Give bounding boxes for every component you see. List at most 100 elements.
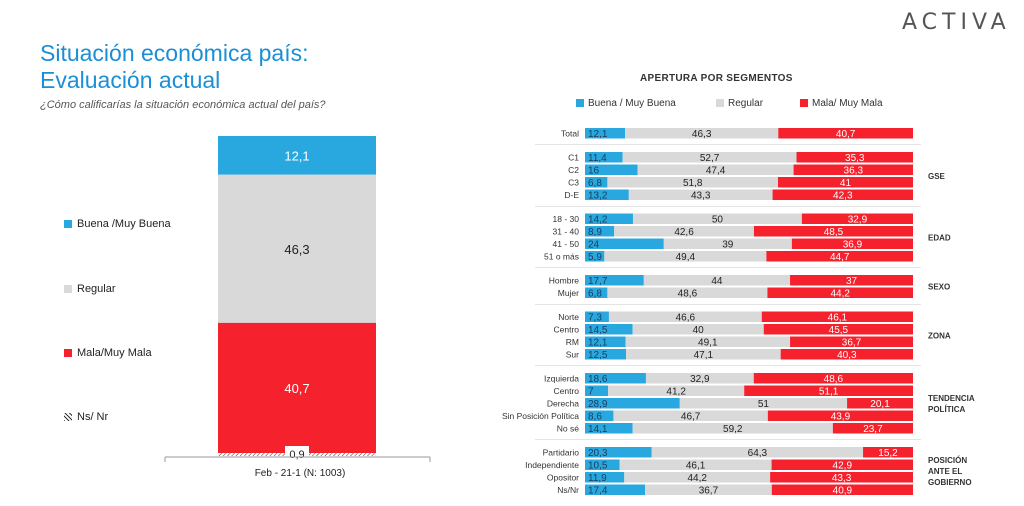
- main-bar-regular: [218, 174, 376, 323]
- legend-item-nsnr: Ns/ Nr: [64, 411, 108, 423]
- label-good-zona-sur: 12,5: [588, 350, 608, 361]
- label-good-edad-51-o-mas: 5,9: [588, 252, 602, 263]
- bar-bad-edad-31-40: [753, 226, 913, 237]
- legend-label-good: Buena /Muy Buena: [77, 218, 171, 230]
- label-regular-edad-18-30: 50: [712, 215, 724, 226]
- label-good-gse-d-e: 13,2: [588, 191, 608, 202]
- label-regular-posicion-ante-el-gobierno-partidario: 64,3: [748, 448, 768, 459]
- bar-regular-edad-51-o-mas: [604, 251, 767, 262]
- row-label-zona-norte: Norte: [558, 312, 579, 322]
- legend-label-nsnr: Ns/ Nr: [77, 411, 109, 423]
- bar-good-zona-norte: [585, 311, 609, 322]
- bar-good-tendencia-politica-derecha: [585, 398, 680, 409]
- label-bad-tendencia-politica-derecha: 20,1: [870, 399, 890, 410]
- legend-swatch-regular: [64, 285, 72, 294]
- row-label-tendencia-politica-sin-posicion-politica: Sin Posición Política: [502, 411, 579, 421]
- bar-bad-posicion-ante-el-gobierno-partidario: [863, 447, 913, 458]
- bar-regular-zona-centro: [632, 324, 764, 335]
- row-label-posicion-ante-el-gobierno-ns-nr: Ns/Nr: [557, 485, 579, 495]
- label-good-sexo-mujer: 6,8: [588, 289, 602, 300]
- label-bad-zona-sur: 40,3: [837, 350, 857, 361]
- bar-regular-zona-rm: [625, 336, 791, 347]
- bar-regular-tendencia-politica-izquierda: [645, 373, 754, 384]
- row-label-edad-41-50: 41 - 50: [553, 239, 580, 249]
- bar-good-sexo-hombre: [585, 275, 644, 286]
- label-regular-zona-norte: 46,6: [676, 313, 696, 324]
- bar-good-tendencia-politica-sin-posicion-politica: [585, 410, 614, 421]
- label-good-sexo-hombre: 17,7: [588, 276, 608, 287]
- page-subtitle: ¿Cómo calificarías la situación económic…: [40, 99, 326, 111]
- brand-logo: ACTIVA: [902, 10, 1011, 35]
- label-bad-edad-31-40: 48,5: [824, 227, 844, 238]
- bar-bad-total-total: [778, 128, 913, 139]
- bar-regular-edad-31-40: [614, 226, 754, 237]
- bar-regular-gse-d-e: [628, 189, 773, 200]
- label-regular-zona-centro: 40: [693, 325, 705, 336]
- label-regular-total-total: 46,3: [692, 129, 712, 140]
- row-label-sexo-hombre: Hombre: [549, 276, 580, 286]
- label-bad-zona-rm: 36,7: [842, 338, 862, 349]
- label-regular-zona-rm: 49,1: [698, 338, 718, 349]
- bar-regular-edad-18-30: [632, 213, 802, 224]
- label-bad-posicion-ante-el-gobierno-ns-nr: 40,9: [833, 486, 853, 497]
- seg-legend-good: Buena / Muy Buena: [576, 98, 676, 109]
- bar-good-edad-41-50: [585, 238, 664, 249]
- bar-bad-tendencia-politica-no-se: [832, 423, 913, 434]
- label-good-zona-norte: 7,3: [588, 313, 602, 324]
- label-good-posicion-ante-el-gobierno-opositor: 11,9: [588, 473, 607, 484]
- label-good-tendencia-politica-centro: 7: [588, 387, 594, 398]
- label-bad-tendencia-politica-no-se: 23,7: [863, 424, 883, 435]
- label-good-posicion-ante-el-gobierno-independiente: 10,5: [588, 461, 608, 472]
- bar-good-sexo-mujer: [585, 287, 608, 298]
- label-regular-posicion-ante-el-gobierno-ns-nr: 36,7: [699, 486, 719, 497]
- label-regular-zona-sur: 47,1: [694, 350, 714, 361]
- row-label-zona-sur: Sur: [566, 350, 579, 360]
- row-label-zona-rm: RM: [566, 337, 579, 347]
- bar-good-gse-c1: [585, 152, 623, 163]
- page-title: Situación económica país: Evaluación act…: [40, 40, 309, 94]
- label-bad-sexo-hombre: 37: [846, 276, 858, 287]
- label-bad-gse-c2: 36,3: [844, 166, 864, 177]
- label-bad-zona-norte: 46,1: [828, 313, 848, 324]
- group-label-posicion-ante-el-gobierno-2: GOBIERNO: [928, 478, 972, 487]
- label-bad-gse-d-e: 42,3: [833, 191, 853, 202]
- label-good-gse-c3: 6,8: [588, 178, 602, 189]
- bar-regular-gse-c1: [622, 152, 797, 163]
- bar-bad-posicion-ante-el-gobierno-opositor: [770, 472, 913, 483]
- legend-label-bad: Mala/Muy Mala: [77, 347, 152, 359]
- bar-good-total-total: [585, 128, 626, 139]
- bar-good-edad-51-o-mas: [585, 251, 605, 262]
- group-label-tendencia-politica-1: POLÍTICA: [928, 405, 966, 414]
- bar-good-tendencia-politica-izquierda: [585, 373, 646, 384]
- bar-regular-zona-sur: [626, 349, 781, 360]
- bar-good-tendencia-politica-no-se: [585, 423, 633, 434]
- bar-good-posicion-ante-el-gobierno-opositor: [585, 472, 625, 483]
- label-bad-total-total: 40,7: [836, 129, 856, 140]
- legend-item-regular: Regular: [64, 283, 116, 295]
- label-regular-tendencia-politica-sin-posicion-politica: 46,7: [681, 412, 701, 423]
- label-bad-gse-c3: 41: [840, 178, 852, 189]
- label-bad-tendencia-politica-izquierda: 48,6: [824, 374, 844, 385]
- row-label-tendencia-politica-centro: Centro: [553, 386, 579, 396]
- label-regular-sexo-hombre: 44: [711, 276, 723, 287]
- row-label-gse-c2: C2: [568, 165, 579, 175]
- bar-bad-gse-c2: [793, 164, 913, 175]
- bar-bad-zona-centro: [763, 324, 913, 335]
- label-bad-sexo-mujer: 44,2: [830, 289, 850, 300]
- label-regular-gse-c3: 51,8: [683, 178, 703, 189]
- label-good-tendencia-politica-sin-posicion-politica: 8,6: [588, 412, 602, 423]
- label-good-tendencia-politica-derecha: 28,9: [588, 399, 608, 410]
- label-good-tendencia-politica-no-se: 14,1: [588, 424, 608, 435]
- legend-item-good: Buena /Muy Buena: [64, 218, 171, 230]
- bar-good-tendencia-politica-centro: [585, 385, 609, 396]
- row-label-gse-c1: C1: [568, 153, 579, 163]
- bar-good-gse-c3: [585, 177, 608, 188]
- bar-regular-sexo-hombre: [643, 275, 791, 286]
- bar-bad-posicion-ante-el-gobierno-ns-nr: [771, 484, 913, 495]
- label-bad-tendencia-politica-sin-posicion-politica: 43,9: [831, 412, 851, 423]
- row-label-tendencia-politica-derecha: Derecha: [547, 399, 579, 409]
- bar-regular-edad-41-50: [663, 238, 792, 249]
- group-label-tendencia-politica-0: TENDENCIA: [928, 394, 975, 403]
- bar-good-posicion-ante-el-gobierno-independiente: [585, 459, 620, 470]
